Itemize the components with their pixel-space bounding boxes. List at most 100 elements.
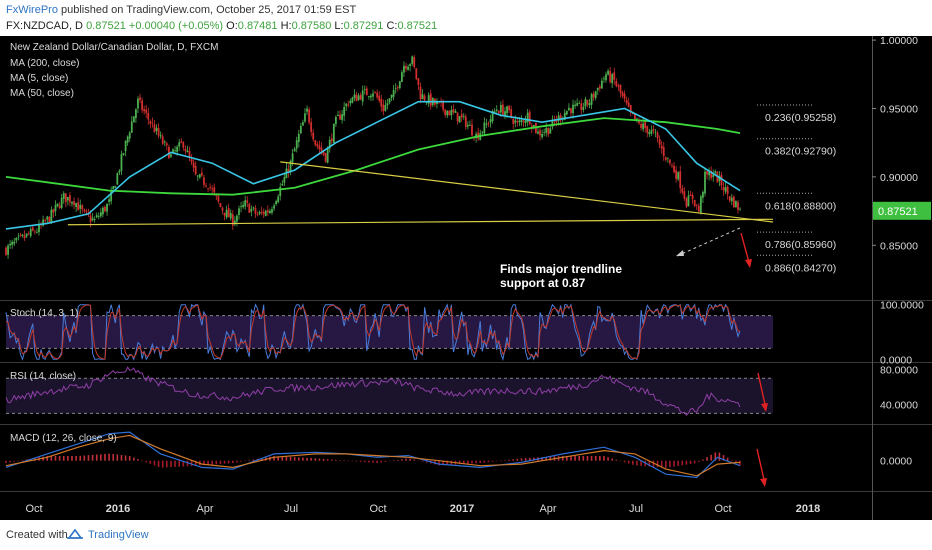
macd-histogram-bar: [702, 459, 704, 461]
down-arrowhead: [760, 478, 767, 487]
macd-histogram-bar: [475, 460, 477, 464]
macd-histogram-bar: [161, 460, 164, 468]
candle-body: [287, 169, 290, 173]
stoch-d-line: [5, 304, 741, 360]
candle-body: [559, 115, 562, 121]
candle-body: [52, 209, 55, 213]
tradingview-link[interactable]: TradingView: [88, 529, 149, 541]
macd-histogram-bar: [330, 459, 333, 461]
candle-body: [324, 153, 327, 162]
candle-body: [704, 171, 706, 194]
candle-body: [75, 203, 78, 207]
candle-body: [262, 211, 265, 215]
candle-body: [648, 131, 651, 135]
candle-body: [374, 92, 376, 93]
candle-body: [739, 208, 741, 210]
macd-histogram-bar: [67, 455, 69, 461]
macd-histogram-bar: [112, 454, 115, 461]
macd-histogram-bar: [442, 460, 444, 466]
macd-histogram-bar: [343, 460, 345, 462]
stoch-k-line: [5, 303, 741, 362]
candle-body: [390, 94, 393, 98]
macd-histogram-bar: [599, 455, 601, 461]
candle-body: [289, 160, 292, 173]
candle-body: [182, 142, 185, 148]
candle-body: [518, 120, 521, 123]
candle-body: [281, 183, 284, 186]
macd-histogram-bar: [648, 460, 651, 467]
candle-body: [615, 80, 618, 87]
candle-body: [541, 133, 543, 138]
candle-body: [159, 135, 162, 137]
macd-histogram-bar: [215, 460, 218, 465]
candle-body: [314, 140, 317, 145]
candle-body: [200, 172, 203, 176]
candle-body: [19, 234, 22, 236]
macd-histogram-bar: [401, 459, 403, 461]
candle-body: [221, 207, 224, 211]
candle-body: [578, 103, 581, 105]
ma200-line: [5, 117, 741, 196]
candle-body: [499, 105, 502, 113]
y-tick-label: 1.00000: [880, 36, 918, 47]
macd-histogram-bar: [417, 460, 420, 462]
chart-area[interactable]: New Zealand Dollar/Canadian Dollar, D, F…: [0, 35, 932, 520]
annotation-arrowhead: [676, 250, 684, 256]
macd-histogram-bar: [91, 454, 94, 461]
candle-body: [5, 247, 7, 255]
author-link[interactable]: FxWirePro: [6, 4, 58, 16]
candle-body: [464, 116, 467, 127]
candle-body: [130, 121, 133, 133]
candle-body: [543, 132, 546, 133]
chart-svg[interactable]: New Zealand Dollar/Canadian Dollar, D, F…: [0, 35, 932, 520]
macd-histogram-bar: [318, 458, 321, 461]
candle-body: [269, 210, 271, 214]
last-price-tag: [873, 201, 931, 220]
candle-body: [409, 64, 412, 66]
candle-body: [596, 87, 599, 91]
candle-body: [450, 110, 453, 116]
open-label: O:: [226, 20, 238, 32]
candle-body: [629, 105, 632, 113]
candle-body: [547, 127, 550, 135]
candle-body: [658, 139, 661, 145]
candle-body: [320, 147, 323, 152]
candle-body: [640, 123, 642, 128]
publish-line: FxWirePro published on TradingView.com, …: [6, 4, 356, 16]
candle-body: [603, 78, 605, 80]
macd-histogram-bar: [739, 460, 741, 466]
candle-body: [669, 159, 671, 164]
candle-body: [266, 210, 269, 213]
macd-histogram-bar: [380, 460, 383, 463]
candle-body: [297, 133, 300, 142]
candle-body: [95, 215, 98, 218]
macd-histogram-bar: [289, 456, 292, 461]
macd-histogram-bar: [232, 460, 234, 464]
macd-histogram-bar: [79, 455, 82, 461]
macd-histogram-bar: [660, 460, 663, 468]
macd-histogram-bar: [58, 455, 61, 461]
candle-body: [279, 186, 282, 197]
ohlc-line: FX:NZDCAD, D 0.87521 +0.00040 (+0.05%) O…: [6, 20, 437, 32]
candle-body: [398, 81, 401, 89]
candle-body: [85, 210, 88, 213]
last-price: 0.87521: [86, 20, 126, 32]
down-arrow: [757, 372, 767, 410]
candle-body: [728, 196, 731, 201]
candle-body: [396, 87, 399, 89]
candle-body: [372, 93, 374, 97]
tradingview-logo-icon[interactable]: [66, 528, 84, 540]
candle-body: [427, 95, 430, 104]
candle-body: [118, 170, 121, 173]
macd-histogram-bar: [335, 459, 337, 461]
candle-body: [689, 194, 692, 197]
x-tick-label: Oct: [369, 503, 386, 515]
candle-body: [137, 98, 139, 109]
macd-histogram-bar: [236, 460, 238, 463]
candle-body: [702, 191, 704, 198]
candle-body: [248, 203, 251, 213]
macd-histogram-bar: [273, 455, 275, 461]
candle-body: [376, 92, 379, 98]
macd-histogram-bar: [145, 460, 148, 463]
candle-body: [7, 245, 9, 255]
